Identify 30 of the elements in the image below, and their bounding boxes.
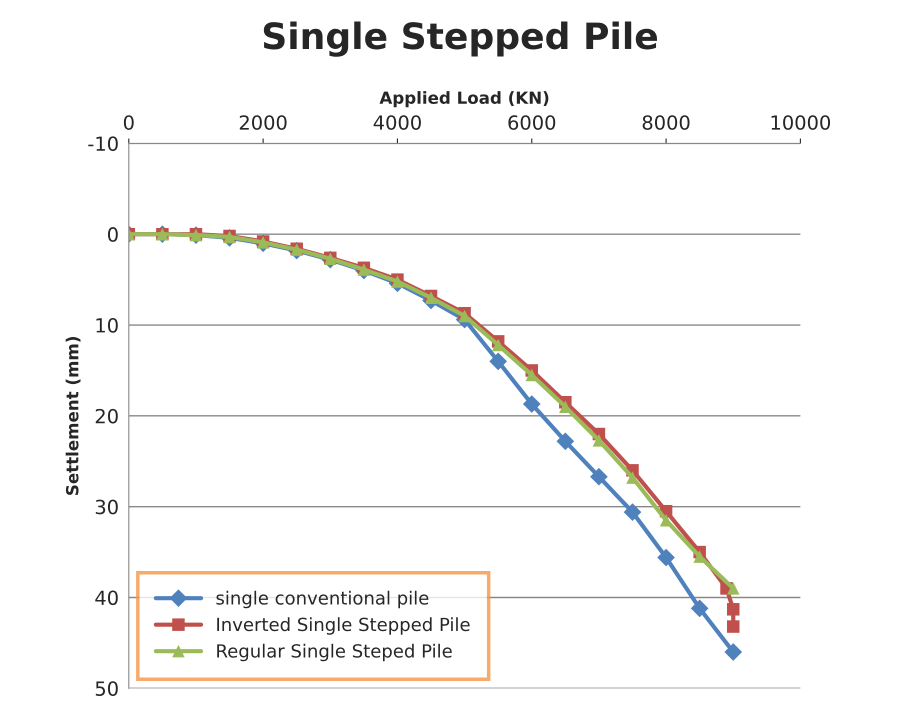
point	[522, 395, 541, 413]
x-axis-title: Applied Load (KN)	[379, 91, 548, 108]
point	[657, 548, 675, 566]
y-axis-title: Settlement (mm)	[66, 337, 80, 495]
y-tick-label: 30	[96, 500, 118, 514]
y-tick-label: 50	[96, 681, 118, 696]
y-tick-label: -10	[88, 136, 118, 152]
point	[489, 352, 508, 370]
legend-label: single conventional pile	[216, 590, 428, 608]
point	[556, 432, 574, 450]
y-tick-label: 20	[96, 408, 118, 424]
legend-label: Regular Single Steped Pile	[217, 644, 452, 662]
y-tick-label: 0	[108, 227, 118, 242]
x-tick-label: 10000	[772, 115, 830, 130]
y-tick-label: 40	[95, 590, 118, 606]
y-tick-label: 10	[96, 318, 118, 333]
x-tick-label: 4000	[374, 115, 421, 130]
legend-label: Inverted Single Stepped Pile	[217, 617, 470, 635]
x-tick-label: 8000	[642, 115, 690, 130]
x-tick-label: 2000	[240, 115, 287, 130]
point	[726, 603, 740, 616]
point	[624, 503, 642, 521]
x-tick-label: 6000	[508, 115, 556, 130]
point	[724, 643, 742, 661]
chart-title: Single Stepped Pile	[264, 22, 657, 57]
point	[590, 468, 608, 486]
point	[726, 620, 740, 633]
point	[726, 582, 740, 595]
point	[690, 600, 708, 618]
x-tick-label: 0	[124, 115, 134, 130]
